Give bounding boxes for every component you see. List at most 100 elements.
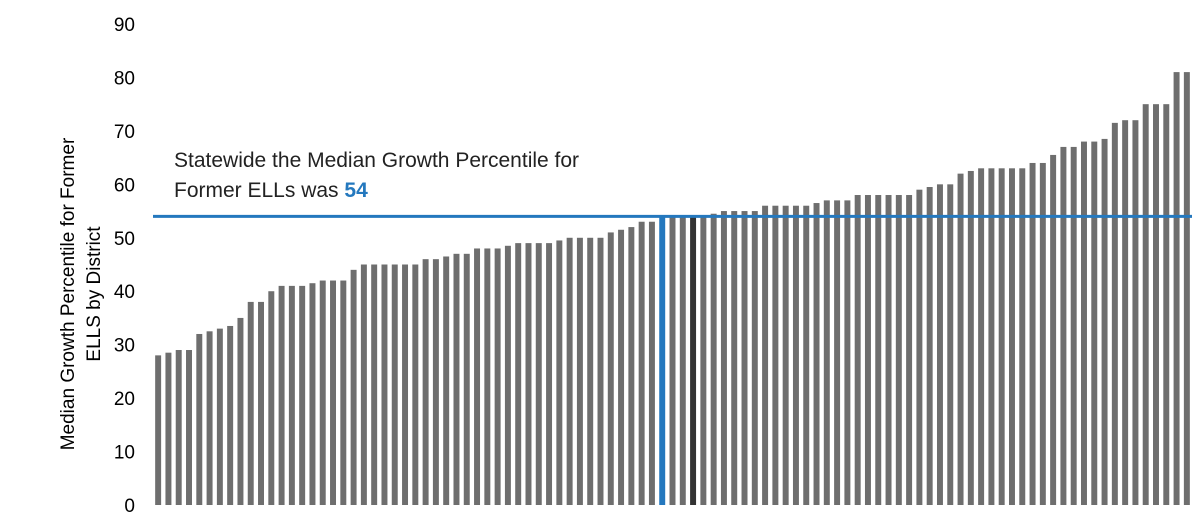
y-tick-label: 80 [114,68,135,89]
y-tick-label: 60 [114,175,135,196]
bar [957,173,964,505]
bar [1101,138,1108,505]
bar [546,243,553,505]
bar [700,216,707,505]
bar [535,243,542,505]
bar [227,325,234,505]
bar [576,237,583,505]
bar [566,237,573,505]
bar [618,229,625,505]
bar [916,189,923,505]
y-tick-label: 50 [114,229,135,250]
y-axis-title-line2: ELLS by District [84,226,105,362]
y-tick-label: 40 [114,282,135,303]
bar [597,237,604,505]
bar [402,264,409,505]
annotation-line2: Former ELLs was 54 [174,176,579,206]
bar [741,211,748,505]
bar [1153,104,1159,506]
bar [474,248,481,505]
bar [669,216,676,505]
bar [432,259,439,505]
bar [525,243,532,505]
bar [875,195,882,505]
bar [895,195,902,505]
bar [772,205,779,505]
bar [1111,122,1118,506]
bar [556,240,563,505]
bar [258,301,264,505]
bar [412,264,419,505]
bar [936,184,943,505]
bar [1060,146,1067,506]
y-tick-label: 70 [114,122,135,143]
bar [453,253,460,505]
bar [1081,141,1087,505]
bar [1008,168,1015,506]
bar-highlighted [659,216,666,505]
bar [751,211,758,505]
bar [731,211,738,505]
annotation-value: 54 [344,179,368,202]
bar [371,264,378,505]
y-tick-label: 30 [114,336,135,357]
bar [1122,120,1129,505]
bar [443,256,450,505]
bar [360,264,367,505]
bar [422,259,429,505]
bar [196,333,203,505]
bar [854,195,861,505]
bar [782,205,789,505]
bar [906,195,913,505]
bar [309,283,316,505]
bar [885,195,892,505]
bar [278,285,285,505]
annotation-line1: Statewide the Median Growth Percentile f… [174,149,580,172]
bars [155,72,1190,506]
bar [1070,146,1077,506]
bar [823,200,830,505]
bar [237,317,244,505]
bar [648,221,655,506]
bar [288,285,295,505]
bar [515,243,522,505]
bar [504,245,511,506]
bar [299,285,306,505]
bar [216,328,223,505]
y-axis-title-line1: Median Growth Percentile for Former [58,137,79,450]
bar [607,232,614,505]
bar [268,291,275,505]
bar [1173,72,1180,505]
bar [1039,162,1046,505]
bar [710,213,717,506]
bar [967,170,974,505]
bar [679,216,686,505]
bar [834,200,841,505]
bar [947,184,954,505]
bar [155,355,162,505]
bar [484,248,491,505]
bar [1163,104,1170,506]
bar [988,168,995,506]
y-tick-label: 20 [114,389,135,410]
y-axis-ticks: 0 10 20 30 40 50 60 70 80 90 [114,15,135,517]
y-axis-title: Median Growth Percentile for Former ELLS… [58,137,105,450]
bar [350,269,357,505]
bar [1029,162,1036,505]
bar [844,200,851,505]
bar [978,168,985,506]
bar [1142,104,1149,506]
bar [340,280,347,505]
bar [587,237,594,505]
bar [1132,120,1139,505]
bar [762,205,769,505]
bar [998,168,1005,506]
bar [175,350,182,505]
y-tick-label: 0 [124,496,135,517]
bar [381,264,388,505]
statewide-median-annotation: Statewide the Median Growth Percentile f… [174,146,579,206]
bar [628,227,635,505]
bar [186,350,192,505]
annotation-line2-prefix: Former ELLs was [174,179,345,202]
